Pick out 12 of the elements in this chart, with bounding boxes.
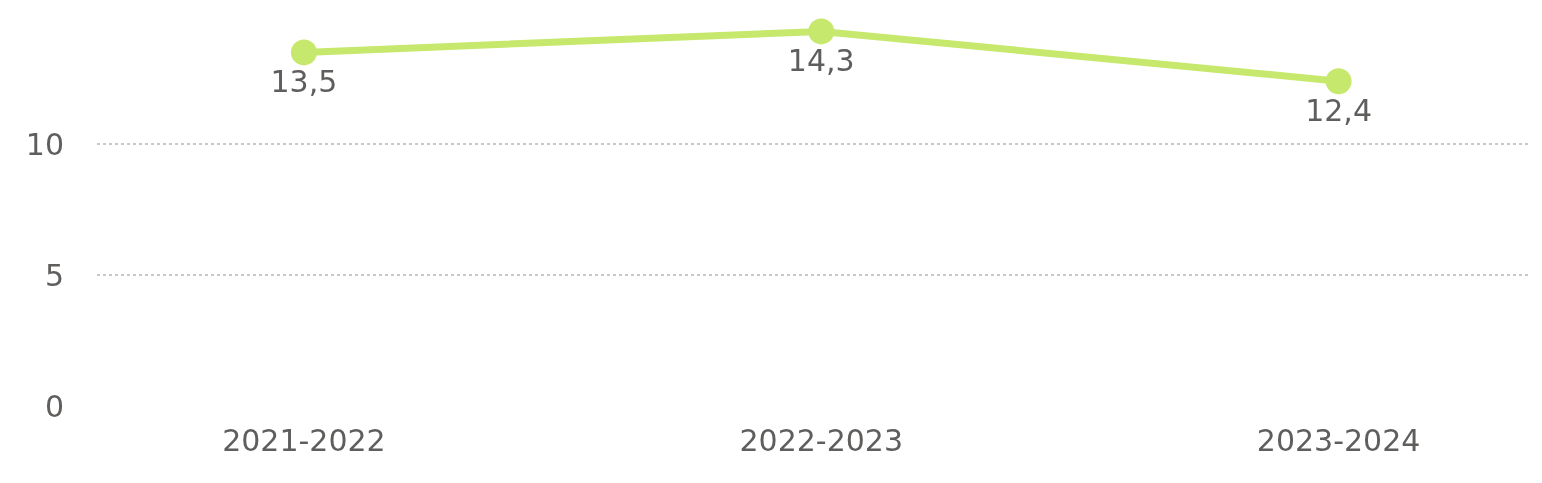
point	[290, 39, 317, 66]
x-tick-label: 2022-2023	[739, 423, 904, 458]
data-label: 12,4	[1305, 92, 1372, 128]
data-label: 14,3	[787, 43, 855, 79]
y-tick-label: 10	[25, 126, 64, 162]
x-tick-label: 2023-2024	[1256, 423, 1421, 458]
x-tick-label: 2021-2022	[222, 423, 386, 458]
point	[808, 18, 835, 45]
y-tick-label: 0	[44, 388, 64, 424]
data-label: 13,5	[270, 64, 338, 100]
point	[1325, 68, 1352, 95]
y-tick-label: 5	[44, 257, 64, 293]
